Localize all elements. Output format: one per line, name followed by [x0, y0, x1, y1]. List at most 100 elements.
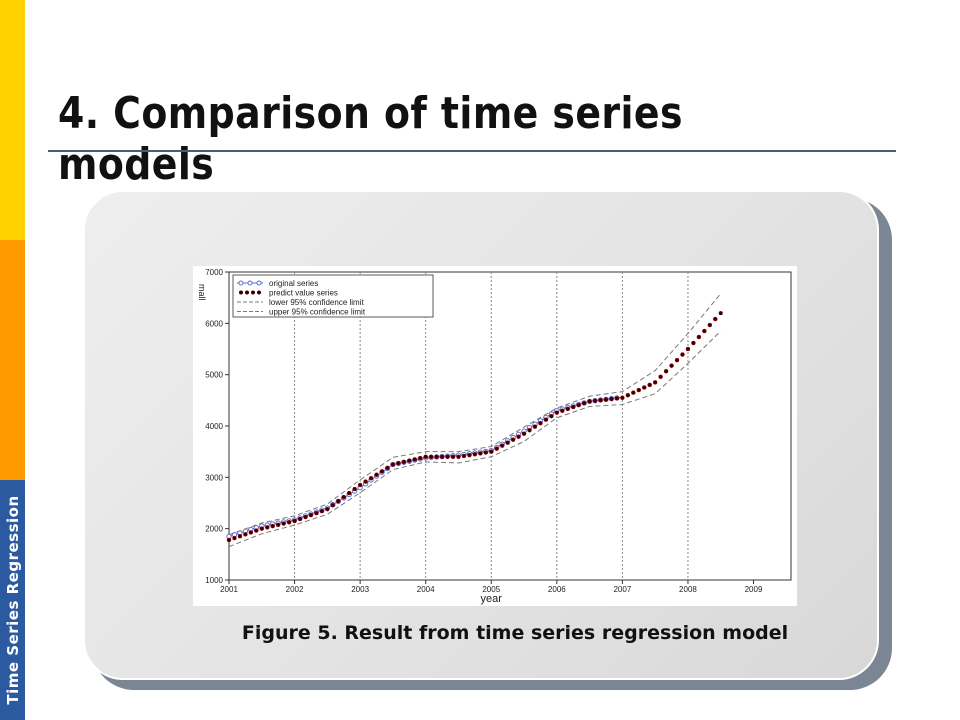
predicted-point — [631, 390, 636, 395]
predicted-point — [368, 475, 374, 481]
predicted-point — [652, 380, 658, 385]
sidebar-accent-orange — [0, 240, 25, 480]
predicted-point — [718, 311, 723, 316]
predicted-point — [680, 352, 685, 357]
predicted-point — [363, 479, 368, 484]
predicted-point — [292, 518, 297, 524]
predicted-point — [625, 392, 631, 398]
legend-swatch-marker — [251, 290, 255, 295]
predicted-point — [702, 328, 707, 334]
predicted-point — [401, 459, 407, 465]
predicted-point — [713, 316, 718, 322]
chart-panel: 1000 2000 3000 4000 5000 6000 7000 2001 2002 2003… — [193, 266, 797, 606]
predicted-point — [243, 532, 248, 537]
figure-caption-wrap: Figure 5. Result from time series regres… — [200, 622, 830, 644]
legend-swatch-marker — [247, 280, 253, 286]
predicted-point — [385, 465, 390, 471]
predicted-point — [254, 528, 259, 533]
legend-swatch-marker — [238, 280, 244, 286]
y-axis-label: mall — [197, 284, 207, 301]
predicted-point — [428, 454, 434, 460]
predicted-point — [325, 506, 330, 512]
predicted-point — [521, 431, 527, 436]
predicted-point — [270, 523, 275, 529]
legend-entry: predict value series — [269, 289, 338, 298]
predicted-point — [696, 334, 702, 340]
predicted-point — [587, 399, 592, 404]
predicted-point — [543, 417, 549, 422]
predicted-point — [685, 346, 691, 352]
predicted-point — [303, 514, 308, 520]
title-underline — [48, 150, 896, 152]
slide-title: 4. Comparison of time series models — [58, 88, 683, 190]
y-tick-label: 2000 — [205, 525, 223, 534]
x-tick-label: 2002 — [286, 585, 304, 594]
predicted-point — [538, 420, 543, 426]
predicted-point — [275, 522, 281, 528]
x-tick-label: 2007 — [613, 585, 631, 594]
legend-swatch-marker — [257, 290, 261, 295]
predicted-point — [691, 340, 696, 346]
predicted-point — [407, 458, 412, 463]
predicted-point — [264, 525, 270, 530]
predicted-point — [510, 437, 516, 442]
legend-entry: upper 95% confidence limit — [269, 308, 366, 317]
series-0 — [226, 395, 623, 540]
predicted-point — [489, 449, 494, 454]
predicted-point — [379, 469, 385, 474]
predicted-point — [357, 482, 363, 488]
legend-swatch-marker — [256, 280, 262, 286]
predicted-point — [248, 530, 254, 535]
predicted-point — [494, 446, 499, 451]
predicted-point — [581, 400, 587, 406]
series-1 — [226, 311, 723, 543]
predicted-point — [319, 508, 325, 514]
sidebar-accent-yellow — [0, 0, 25, 240]
predicted-point — [259, 526, 265, 531]
predicted-point — [374, 472, 379, 478]
predicted-point — [336, 498, 341, 504]
predicted-point — [527, 427, 532, 433]
predicted-point — [549, 413, 554, 419]
predicted-point — [467, 452, 472, 458]
predicted-point — [314, 510, 319, 516]
legend-swatch-marker — [245, 290, 249, 295]
sidebar-section-label: Time Series Regression — [0, 480, 25, 720]
y-tick-label: 5000 — [205, 371, 223, 380]
predicted-point — [439, 454, 445, 460]
sidebar-accent-blue — [0, 480, 25, 720]
predicted-point — [516, 434, 521, 439]
predicted-point — [478, 451, 483, 456]
series-2 — [228, 330, 722, 548]
predicted-point — [641, 385, 647, 390]
predicted-point — [232, 535, 237, 541]
predicted-point — [346, 490, 352, 496]
predicted-point — [226, 537, 232, 543]
predicted-point — [483, 450, 489, 455]
series-line-confidence — [228, 293, 722, 536]
x-tick-label: 2001 — [220, 585, 238, 594]
predicted-point — [707, 322, 713, 328]
predicted-point — [450, 454, 456, 460]
predicted-point — [396, 460, 401, 466]
legend-entry: lower 95% confidence limit — [269, 298, 364, 307]
predicted-point — [647, 382, 652, 388]
predicted-point — [330, 502, 336, 508]
predicted-point — [434, 454, 439, 460]
predicted-point — [570, 404, 576, 410]
x-tick-label: 2006 — [548, 585, 566, 594]
predicted-point — [281, 521, 286, 526]
predicted-point — [614, 396, 620, 401]
y-tick-label: 3000 — [205, 473, 223, 482]
x-tick-label: 2004 — [417, 585, 435, 594]
predicted-point — [456, 454, 461, 460]
series-line-confidence — [228, 330, 722, 548]
sidebar-label-text: Time Series Regression — [3, 495, 22, 705]
predicted-point — [598, 397, 603, 403]
predicted-point — [560, 408, 565, 414]
x-tick-label: 2005 — [482, 585, 500, 594]
predicted-point — [554, 410, 560, 415]
predicted-point — [445, 454, 450, 460]
predicted-point — [297, 516, 303, 522]
predicted-point — [505, 440, 510, 445]
